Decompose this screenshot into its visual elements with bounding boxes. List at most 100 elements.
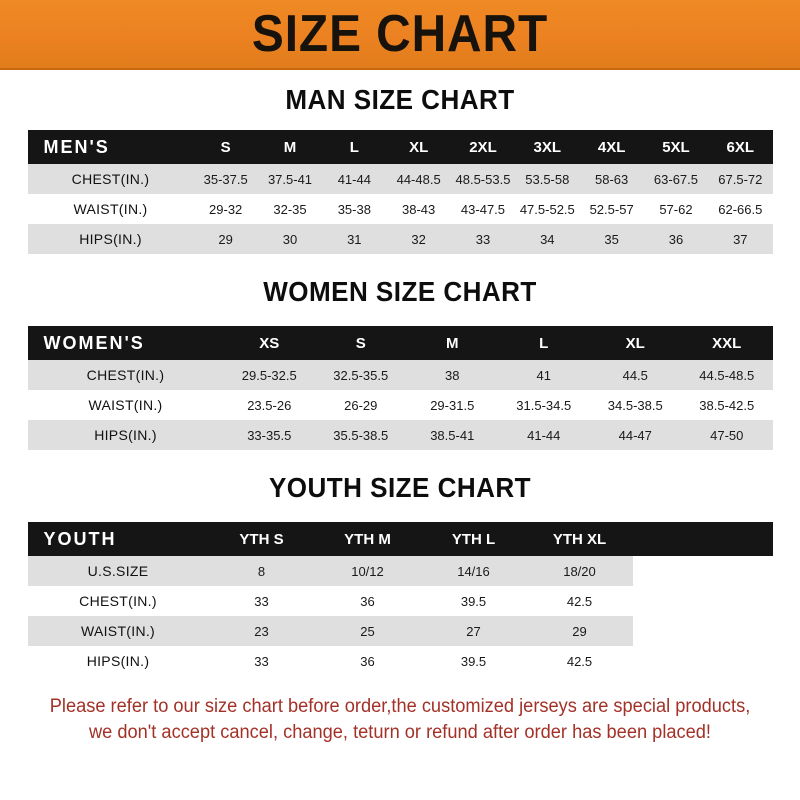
women-row-label-waist: WAIST(IN.) xyxy=(27,390,224,420)
men-table-body: CHEST(IN.) 35-37.5 37.5-41 41-44 44-48.5… xyxy=(27,164,773,254)
youth-waist-s: 23 xyxy=(208,616,315,646)
men-chest-5xl: 63-67.5 xyxy=(643,164,709,194)
women-chest-xl: 44.5 xyxy=(589,360,681,390)
women-waist-xs: 23.5-26 xyxy=(223,390,315,420)
footer-disclaimer: Please refer to our size chart before or… xyxy=(20,694,780,745)
women-waist-s: 26-29 xyxy=(315,390,407,420)
women-hips-m: 38.5-41 xyxy=(406,420,498,450)
women-col-6: XXL xyxy=(681,326,773,360)
men-chest-xl: 44-48.5 xyxy=(386,164,451,194)
men-waist-6xl: 62-66.5 xyxy=(708,194,773,224)
youth-hips-xl: 42.5 xyxy=(526,646,633,676)
men-chest-m: 37.5-41 xyxy=(257,164,323,194)
women-col-5: XL xyxy=(589,326,681,360)
women-chest-l: 41 xyxy=(498,360,590,390)
men-waist-m: 32-35 xyxy=(257,194,323,224)
men-hips-3xl: 34 xyxy=(515,224,580,254)
men-waist-xl: 38-43 xyxy=(386,194,451,224)
youth-row-label-hips: HIPS(IN.) xyxy=(27,646,209,676)
youth-ussize-xl: 18/20 xyxy=(526,556,633,586)
men-row-label-hips: HIPS(IN.) xyxy=(27,224,194,254)
men-hips-6xl: 37 xyxy=(708,224,773,254)
men-corner-label: MEN'S xyxy=(27,130,194,164)
men-col-3: L xyxy=(322,130,387,164)
youth-header-row: YOUTH YTH S YTH M YTH L YTH XL xyxy=(27,522,773,556)
men-col-4: XL xyxy=(386,130,451,164)
men-waist-2xl: 43-47.5 xyxy=(450,194,516,224)
table-row: CHEST(IN.) 33 36 39.5 42.5 xyxy=(27,586,773,616)
youth-row-label-chest: CHEST(IN.) xyxy=(27,586,209,616)
women-col-4: L xyxy=(498,326,590,360)
youth-ussize-l: 14/16 xyxy=(420,556,527,586)
women-waist-l: 31.5-34.5 xyxy=(498,390,590,420)
youth-waist-xl: 29 xyxy=(526,616,633,646)
men-table-wrap: MEN'S S M L XL 2XL 3XL 4XL 5XL 6XL CHEST… xyxy=(27,130,773,254)
youth-filler-cell xyxy=(633,556,773,586)
men-col-7: 4XL xyxy=(579,130,644,164)
youth-waist-l: 27 xyxy=(420,616,527,646)
men-col-2: M xyxy=(257,130,323,164)
youth-filler-cell xyxy=(633,646,773,676)
table-row: U.S.SIZE 8 10/12 14/16 18/20 xyxy=(27,556,773,586)
women-chest-m: 38 xyxy=(406,360,498,390)
youth-col-3: YTH L xyxy=(420,522,527,556)
youth-ussize-m: 10/12 xyxy=(314,556,421,586)
youth-chest-s: 33 xyxy=(208,586,315,616)
men-col-8: 5XL xyxy=(643,130,709,164)
youth-col-filler xyxy=(632,522,773,556)
men-section-title: MAN SIZE CHART xyxy=(285,84,515,115)
women-chest-xxl: 44.5-48.5 xyxy=(681,360,773,390)
youth-hips-m: 36 xyxy=(314,646,421,676)
men-chest-s: 35-37.5 xyxy=(193,164,258,194)
men-table-head: MEN'S S M L XL 2XL 3XL 4XL 5XL 6XL xyxy=(27,130,773,164)
women-size-table: WOMEN'S XS S M L XL XXL CHEST(IN.) 29.5-… xyxy=(27,326,773,450)
youth-filler-cell xyxy=(633,586,773,616)
women-waist-xl: 34.5-38.5 xyxy=(589,390,681,420)
women-table-head: WOMEN'S XS S M L XL XXL xyxy=(27,326,773,360)
table-row: CHEST(IN.) 29.5-32.5 32.5-35.5 38 41 44.… xyxy=(27,360,773,390)
women-chest-s: 32.5-35.5 xyxy=(315,360,407,390)
youth-table-head: YOUTH YTH S YTH M YTH L YTH XL xyxy=(27,522,773,556)
men-waist-4xl: 52.5-57 xyxy=(579,194,644,224)
youth-col-4: YTH XL xyxy=(526,522,633,556)
men-waist-3xl: 47.5-52.5 xyxy=(515,194,580,224)
women-hips-xs: 33-35.5 xyxy=(223,420,315,450)
men-header-row: MEN'S S M L XL 2XL 3XL 4XL 5XL 6XL xyxy=(27,130,773,164)
women-row-label-chest: CHEST(IN.) xyxy=(27,360,224,390)
men-row-label-waist: WAIST(IN.) xyxy=(27,194,194,224)
youth-hips-s: 33 xyxy=(208,646,315,676)
footer-line-2: we don't accept cancel, change, teturn o… xyxy=(88,721,712,743)
men-chest-2xl: 48.5-53.5 xyxy=(450,164,516,194)
table-row: WAIST(IN.) 23.5-26 26-29 29-31.5 31.5-34… xyxy=(27,390,773,420)
youth-col-2: YTH M xyxy=(314,522,421,556)
women-chest-xs: 29.5-32.5 xyxy=(223,360,315,390)
men-col-9: 6XL xyxy=(708,130,773,164)
women-col-2: S xyxy=(315,326,407,360)
men-row-label-chest: CHEST(IN.) xyxy=(27,164,194,194)
men-hips-l: 31 xyxy=(322,224,387,254)
women-hips-xl: 44-47 xyxy=(589,420,681,450)
men-col-6: 3XL xyxy=(515,130,580,164)
women-waist-xxl: 38.5-42.5 xyxy=(681,390,773,420)
men-chest-l: 41-44 xyxy=(322,164,387,194)
table-row: CHEST(IN.) 35-37.5 37.5-41 41-44 44-48.5… xyxy=(27,164,773,194)
youth-size-table: YOUTH YTH S YTH M YTH L YTH XL U.S.SIZE … xyxy=(27,522,773,676)
women-col-3: M xyxy=(406,326,498,360)
women-row-label-hips: HIPS(IN.) xyxy=(27,420,224,450)
men-col-5: 2XL xyxy=(450,130,516,164)
men-col-1: S xyxy=(193,130,258,164)
men-chest-4xl: 58-63 xyxy=(579,164,644,194)
table-row: WAIST(IN.) 23 25 27 29 xyxy=(27,616,773,646)
youth-chest-m: 36 xyxy=(314,586,421,616)
men-hips-5xl: 36 xyxy=(643,224,709,254)
women-table-wrap: WOMEN'S XS S M L XL XXL CHEST(IN.) 29.5-… xyxy=(27,326,773,450)
table-row: HIPS(IN.) 33 36 39.5 42.5 xyxy=(27,646,773,676)
youth-table-wrap: YOUTH YTH S YTH M YTH L YTH XL U.S.SIZE … xyxy=(27,522,773,676)
youth-row-label-waist: WAIST(IN.) xyxy=(27,616,209,646)
table-row: HIPS(IN.) 33-35.5 35.5-38.5 38.5-41 41-4… xyxy=(27,420,773,450)
youth-corner-label: YOUTH xyxy=(27,522,209,556)
women-waist-m: 29-31.5 xyxy=(406,390,498,420)
youth-row-label-ussize: U.S.SIZE xyxy=(27,556,209,586)
women-hips-l: 41-44 xyxy=(498,420,590,450)
